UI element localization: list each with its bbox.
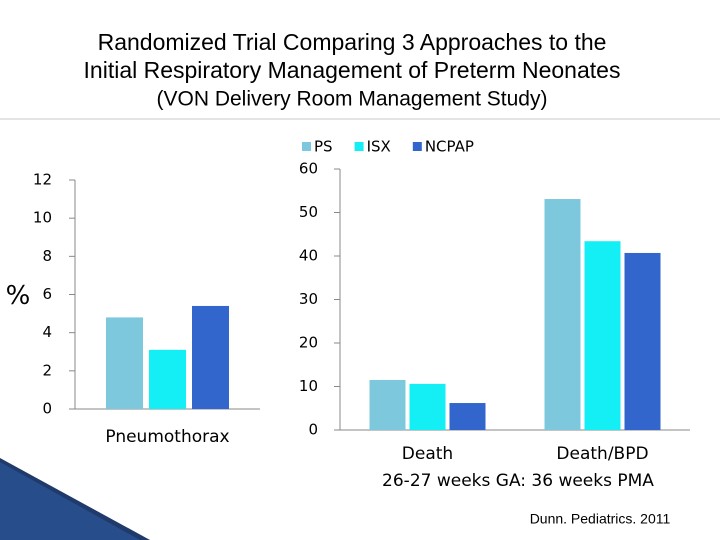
bar: [369, 379, 406, 430]
title-line: (VON Delivery Room Management Study): [157, 88, 548, 111]
x-axis-title: 26-27 weeks GA: 36 weeks PMA: [382, 471, 654, 491]
bar: [192, 305, 229, 409]
legend-label: PS: [314, 138, 333, 156]
y-tick-label: 10: [33, 209, 52, 227]
bar: [584, 241, 621, 430]
bar: [149, 349, 186, 409]
y-tick-label: 40: [299, 247, 318, 265]
legend-swatch: [354, 142, 364, 151]
citation: Dunn. Pediatrics. 2011: [530, 511, 671, 527]
x-tick-label: Pneumothorax: [105, 427, 229, 447]
x-tick-label: Death/BPD: [556, 444, 648, 464]
y-axis-title: %: [6, 281, 31, 311]
y-tick-label: 60: [299, 160, 318, 178]
bar: [106, 317, 143, 409]
y-tick-label: 30: [299, 290, 318, 308]
bar: [544, 199, 581, 430]
title-line: Randomized Trial Comparing 3 Approaches …: [98, 29, 607, 55]
y-tick-label: 6: [42, 285, 52, 303]
y-tick-label: 8: [42, 247, 52, 265]
y-tick-label: 12: [33, 171, 52, 189]
decoration: [0, 462, 140, 540]
y-tick-label: 20: [299, 334, 318, 352]
y-tick-label: 0: [308, 421, 318, 439]
bar: [409, 383, 446, 430]
legend-label: ISX: [367, 138, 391, 156]
y-tick-label: 10: [299, 377, 318, 395]
bar: [624, 252, 661, 430]
bar: [449, 403, 486, 430]
y-tick-label: 2: [42, 361, 52, 379]
legend-swatch: [302, 142, 311, 151]
legend-swatch: [412, 142, 422, 151]
x-tick-label: Death: [402, 444, 453, 464]
y-tick-label: 0: [42, 400, 52, 418]
legend-label: NCPAP: [425, 138, 474, 156]
y-tick-label: 4: [42, 323, 52, 341]
y-tick-label: 50: [299, 203, 318, 221]
title-line: Initial Respiratory Management of Preter…: [84, 57, 621, 83]
